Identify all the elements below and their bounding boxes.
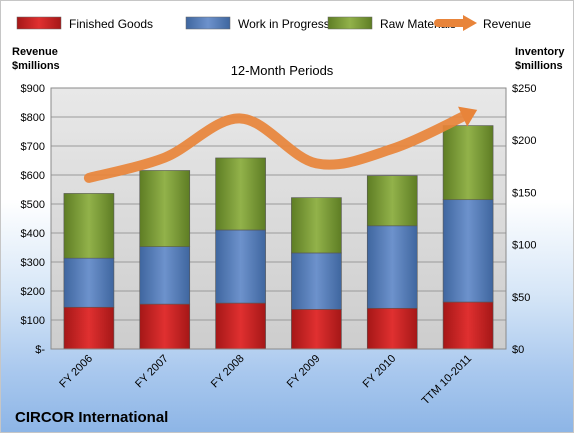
revenue-arrowhead [458, 106, 478, 127]
left-axis-title-line2: $millions [12, 60, 60, 72]
bar-finished-goods [63, 306, 115, 350]
x-tick-label: FY 2008 [209, 353, 247, 391]
x-tick-label: FY 2010 [361, 353, 399, 391]
y-right-tick-label: $200 [512, 135, 536, 147]
y-left-tick-label: $700 [21, 141, 45, 153]
y-left-tick-label: $600 [21, 170, 45, 182]
legend-swatch-finished-goods [16, 16, 62, 30]
bar-finished-goods [139, 303, 191, 350]
legend-swatch-work-in-progress [185, 16, 231, 30]
bar-raw-materials [366, 175, 418, 227]
y-right-tick-label: $100 [512, 240, 536, 252]
right-axis-title-line1: Inventory [515, 46, 565, 58]
legend-swatch-revenue-arrow [463, 15, 477, 31]
revenue-line [83, 109, 474, 183]
legend-label-revenue: Revenue [483, 17, 531, 31]
legend-label-finished-goods: Finished Goods [69, 17, 153, 31]
bar-work-in-progress [291, 252, 342, 310]
bar-raw-materials [291, 197, 342, 254]
y-left-tick-label: $300 [21, 257, 45, 269]
y-left-tick-label: $400 [21, 228, 45, 240]
bar-work-in-progress [139, 246, 191, 305]
y-right-tick-label: $0 [512, 344, 524, 356]
bar-finished-goods [366, 307, 418, 350]
bar-raw-materials [442, 125, 494, 201]
y-left-tick-label: $500 [21, 199, 45, 211]
x-tick-label: FY 2007 [133, 353, 171, 391]
bar-raw-materials [63, 193, 115, 259]
y-left-tick-label: $200 [21, 286, 45, 298]
x-tick-label: TTM 10-2011 [420, 353, 475, 408]
y-right-tick-label: $150 [512, 187, 536, 199]
x-tick-label: FY 2006 [57, 353, 95, 391]
bar-finished-goods [215, 302, 266, 350]
company-name: CIRCOR International [15, 409, 168, 426]
bar-raw-materials [139, 170, 191, 247]
right-axis-title-line2: $millions [515, 60, 563, 72]
left-axis-title-line1: Revenue [12, 46, 58, 58]
y-left-tick-label: $900 [21, 83, 45, 95]
bar-raw-materials [215, 157, 266, 231]
bar-work-in-progress [442, 199, 494, 303]
y-right-tick-label: $50 [512, 292, 530, 304]
legend-swatch-raw-materials [327, 16, 373, 30]
bar-work-in-progress [366, 225, 418, 309]
bar-work-in-progress [63, 257, 115, 308]
bar-work-in-progress [215, 229, 266, 304]
legend-label-work-in-progress: Work in Progress [238, 17, 330, 31]
bar-finished-goods [291, 309, 342, 350]
y-right-tick-label: $250 [512, 83, 536, 95]
y-left-tick-label: $800 [21, 112, 45, 124]
plot-border [50, 87, 507, 350]
chart-subtitle: 12-Month Periods [231, 63, 334, 78]
y-left-tick-label: $- [35, 344, 45, 356]
bar-finished-goods [442, 301, 494, 350]
y-left-tick-label: $100 [21, 315, 45, 327]
x-tick-label: FY 2009 [285, 353, 323, 391]
